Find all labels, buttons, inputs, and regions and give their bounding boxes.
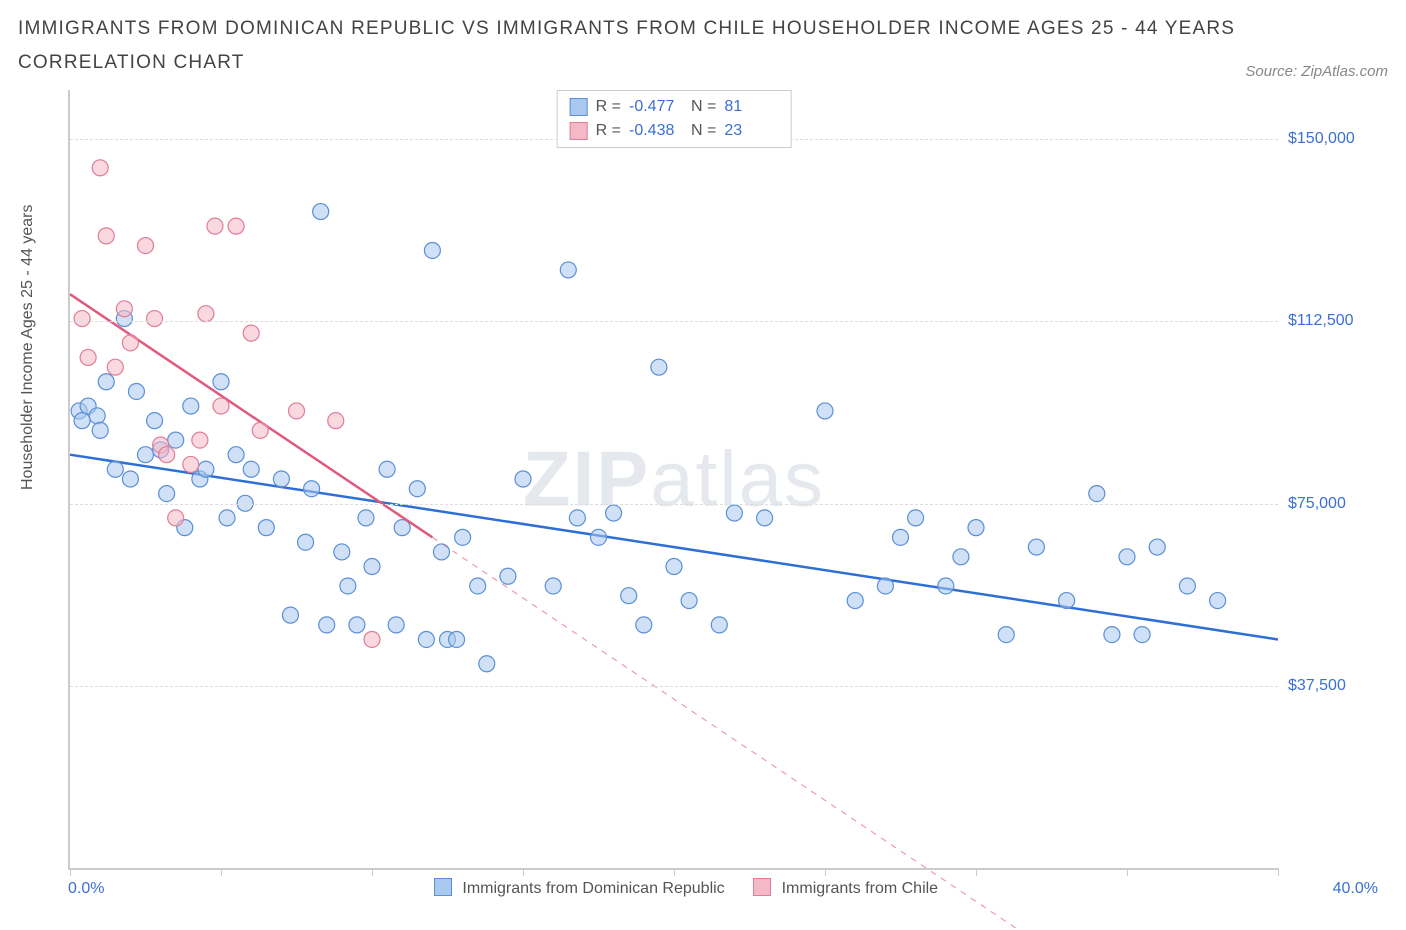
legend-swatch-dominican bbox=[434, 878, 452, 896]
swatch-chile bbox=[570, 122, 588, 140]
legend-label-chile: Immigrants from Chile bbox=[782, 880, 938, 897]
x-tick bbox=[674, 868, 675, 876]
y-tick-label: $150,000 bbox=[1288, 130, 1378, 148]
gridline bbox=[70, 504, 1278, 505]
x-tick bbox=[372, 868, 373, 876]
title-line2: CORRELATION CHART bbox=[18, 52, 245, 73]
source-name: ZipAtlas.com bbox=[1301, 63, 1388, 80]
stats-box: R = -0.477 N = 81 R = -0.438 N = 23 bbox=[557, 90, 792, 148]
source: Source: ZipAtlas.com bbox=[1245, 63, 1388, 80]
r-label-0: R = bbox=[596, 95, 621, 119]
x-tick bbox=[1278, 868, 1279, 876]
y-axis-label: Householder Income Ages 25 - 44 years bbox=[19, 470, 37, 490]
stats-row-dominican: R = -0.477 N = 81 bbox=[570, 95, 779, 119]
r-label-1: R = bbox=[596, 119, 621, 143]
n-label-1: N = bbox=[691, 119, 716, 143]
legend-swatch-chile bbox=[753, 878, 771, 896]
title-line1: IMMIGRANTS FROM DOMINICAN REPUBLIC VS IM… bbox=[18, 18, 1235, 39]
x-max-label: 40.0% bbox=[1333, 880, 1378, 898]
r-value-1: -0.438 bbox=[629, 119, 683, 143]
x-tick bbox=[70, 868, 71, 876]
stats-row-chile: R = -0.438 N = 23 bbox=[570, 119, 779, 143]
y-tick-label: $112,500 bbox=[1288, 312, 1378, 330]
x-tick bbox=[523, 868, 524, 876]
bottom-legend: Immigrants from Dominican Republic Immig… bbox=[70, 878, 1278, 898]
gridline bbox=[70, 321, 1278, 322]
y-tick-label: $75,000 bbox=[1288, 495, 1378, 513]
swatch-dominican bbox=[570, 98, 588, 116]
x-tick bbox=[825, 868, 826, 876]
x-tick bbox=[221, 868, 222, 876]
x-min-label: 0.0% bbox=[68, 880, 104, 898]
n-value-1: 23 bbox=[724, 119, 778, 143]
n-value-0: 81 bbox=[724, 95, 778, 119]
r-value-0: -0.477 bbox=[629, 95, 683, 119]
n-label-0: N = bbox=[691, 95, 716, 119]
x-tick bbox=[1127, 868, 1128, 876]
chart-title: IMMIGRANTS FROM DOMINICAN REPUBLIC VS IM… bbox=[18, 12, 1235, 80]
plot-svg bbox=[70, 90, 1278, 868]
legend-label-dominican: Immigrants from Dominican Republic bbox=[462, 880, 724, 897]
x-tick bbox=[976, 868, 977, 876]
gridline bbox=[70, 686, 1278, 687]
chart-container: Householder Income Ages 25 - 44 years R … bbox=[18, 90, 1388, 870]
y-tick-label: $37,500 bbox=[1288, 677, 1378, 695]
source-prefix: Source: bbox=[1245, 63, 1301, 80]
plot-area: R = -0.477 N = 81 R = -0.438 N = 23 ZIPa… bbox=[68, 90, 1278, 870]
